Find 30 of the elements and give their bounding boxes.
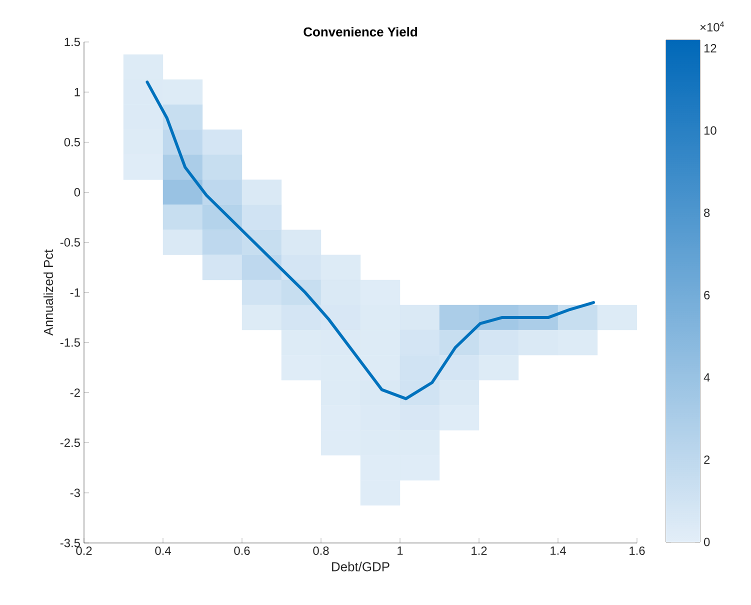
x-tick-label: 1.6 bbox=[630, 546, 645, 555]
color-bar-label: 0 bbox=[704, 538, 710, 546]
x-axis-title: Debt/GDP bbox=[332, 562, 390, 572]
color-bar-label: 2 bbox=[704, 456, 710, 464]
y-axis-title: Annualized Pct bbox=[44, 249, 54, 336]
y-tick-label: -2.5 bbox=[60, 438, 80, 448]
y-tick-label: 1.5 bbox=[64, 38, 80, 46]
chart-title: Convenience Yield bbox=[304, 26, 417, 36]
x-tick-label: 1.4 bbox=[550, 546, 566, 555]
y-tick-label: -1 bbox=[70, 288, 80, 297]
color-bar-label: 4 bbox=[704, 373, 710, 382]
y-tick-label: -0.5 bbox=[60, 238, 80, 247]
y-tick-label: 0 bbox=[74, 188, 80, 197]
x-tick-label: 1 bbox=[398, 546, 403, 555]
color-bar-label: 10 bbox=[704, 126, 716, 135]
y-tick-label: -3.5 bbox=[60, 538, 80, 548]
x-tick-label: 1.2 bbox=[472, 546, 487, 555]
text: ×10$^{4}$ bbox=[700, 22, 724, 32]
x-tick-label: 0.4 bbox=[155, 546, 171, 555]
x-tick-label: 0.8 bbox=[313, 546, 329, 555]
y-tick-label: -2 bbox=[70, 388, 80, 397]
y-tick-label: 1 bbox=[74, 88, 80, 96]
color-bar-label: 12 bbox=[704, 44, 716, 52]
y-tick-label: -1.5 bbox=[60, 338, 80, 347]
color-bar-label: 8 bbox=[704, 208, 710, 218]
color-bar-label: 6 bbox=[704, 290, 710, 300]
y-tick-label: -3 bbox=[70, 488, 80, 498]
x-tick-label: 0.6 bbox=[234, 546, 250, 555]
x-tick-label: 0.2 bbox=[76, 546, 92, 555]
y-tick-label: 0.5 bbox=[64, 138, 80, 146]
